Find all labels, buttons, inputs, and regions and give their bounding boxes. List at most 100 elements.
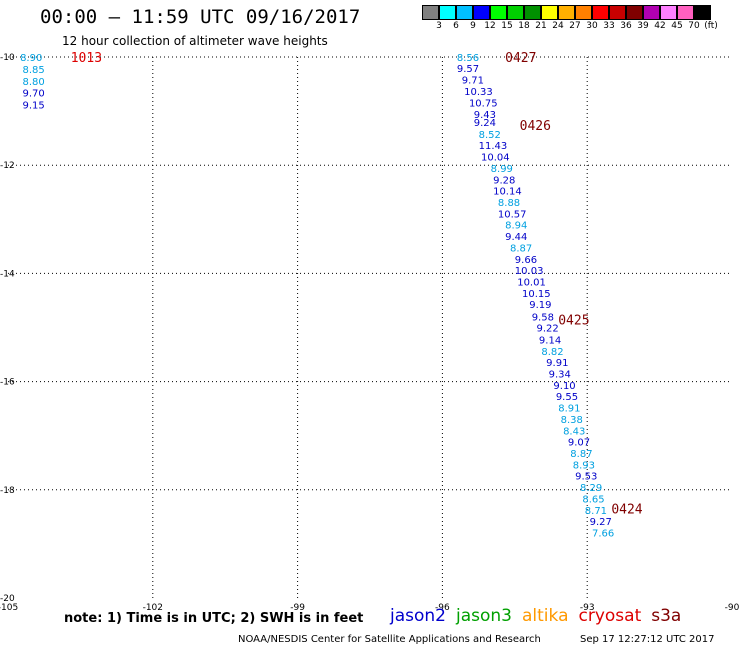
- wave-height-value: 9.19: [529, 300, 551, 311]
- color-scale-label: 15: [501, 21, 513, 31]
- wave-height-value: 9.24: [474, 118, 496, 129]
- pass-time-label: 1013: [71, 51, 102, 66]
- wave-height-value: 8.94: [505, 221, 527, 232]
- color-swatch: [422, 5, 439, 20]
- wave-height-value: 9.44: [505, 232, 527, 243]
- pass-time-label: 0424: [611, 503, 642, 518]
- wave-height-value: 9.07: [568, 438, 590, 449]
- color-scale-label: 24: [552, 21, 564, 31]
- color-swatch: [507, 5, 524, 20]
- color-scale-label: 42: [654, 21, 666, 31]
- wave-height-value: 8.80: [22, 77, 44, 88]
- color-scale-label: 12: [484, 21, 496, 31]
- legend-s3a: s3a: [651, 606, 682, 626]
- wave-height-value: 9.91: [546, 358, 568, 369]
- color-scale-label: 9: [470, 21, 476, 31]
- color-scale-label: 18: [518, 21, 530, 31]
- wave-height-value: 8.52: [479, 130, 501, 141]
- wave-height-value: 9.66: [515, 255, 537, 266]
- color-swatch: [592, 5, 609, 20]
- color-scale-label: 6: [453, 21, 459, 31]
- wave-height-value: 9.27: [590, 517, 612, 528]
- wave-height-value: 8.99: [491, 164, 513, 175]
- color-swatch: [456, 5, 473, 20]
- wave-height-value: 10.15: [522, 289, 551, 300]
- wave-height-value: 9.70: [22, 89, 44, 100]
- wave-height-value: 7.66: [592, 529, 614, 540]
- wave-height-value: 10.75: [469, 98, 498, 109]
- wave-height-value: 8.90: [20, 53, 42, 64]
- color-swatch: [575, 5, 592, 20]
- color-swatch: [473, 5, 490, 20]
- map-grid: [8, 56, 732, 598]
- color-swatch: [558, 5, 575, 20]
- wave-height-value: 8.82: [541, 347, 563, 358]
- color-swatch: [677, 5, 694, 20]
- pass-time-label: 0425: [558, 313, 589, 328]
- color-scale-label: 70: [688, 21, 700, 31]
- wave-height-value: 8.93: [573, 460, 595, 471]
- wave-height-value: 8.65: [582, 494, 604, 505]
- wave-height-value: 8.87: [570, 449, 592, 460]
- map-axes: -105 -102 -99 -96 -93 -90 -10 -12 -14 -16 -18 -20: [0, 53, 740, 613]
- color-scale-label: 30: [586, 21, 598, 31]
- lat-tick-label: -10: [0, 53, 15, 63]
- color-swatch: [439, 5, 456, 20]
- color-swatch: [660, 5, 677, 20]
- lat-tick-label: -16: [0, 378, 15, 388]
- pass-time-labels: 1013 0427 0426 0425 0424: [71, 51, 643, 518]
- color-scale-label: 3: [436, 21, 442, 31]
- wave-height-value: 9.15: [22, 101, 44, 112]
- lat-tick-label: -14: [0, 269, 15, 279]
- color-swatch: [490, 5, 507, 20]
- legend-jason2: jason2: [390, 606, 446, 626]
- legend-altika: altika: [522, 606, 569, 626]
- lon-tick-label: -96: [435, 603, 450, 613]
- satellite-legend: jason2 jason3 altika cryosat s3a: [390, 606, 681, 626]
- color-scale-swatches: [422, 5, 711, 20]
- wave-height-value: 8.43: [563, 426, 585, 437]
- wave-height-value: 10.33: [464, 87, 493, 98]
- color-swatch: [541, 5, 558, 20]
- wave-height-value: 8.38: [561, 415, 583, 426]
- wave-height-value: 9.53: [575, 472, 597, 483]
- lat-tick-label: -20: [0, 594, 15, 604]
- pass-time-label: 0426: [520, 119, 551, 134]
- lat-tick-label: -18: [0, 486, 15, 496]
- lon-tick-label: -105: [0, 603, 18, 613]
- pass-time-label: 0427: [505, 51, 536, 66]
- wave-height-value: 8.71: [585, 506, 607, 517]
- color-swatch: [626, 5, 643, 20]
- color-scale-legend: 3 6 9 12 15 18 21 24 27 30 33 36 39 42 45 70 (ft): [422, 5, 718, 32]
- wave-height-value: 9.57: [457, 64, 479, 75]
- lon-tick-label: -90: [725, 603, 740, 613]
- color-scale-label: 21: [535, 21, 547, 31]
- legend-jason3: jason3: [456, 606, 512, 626]
- wave-height-value: 8.88: [498, 198, 520, 209]
- wave-height-value: 8.87: [510, 243, 532, 254]
- footer-timestamp: Sep 17 12:27:12 UTC 2017: [580, 634, 715, 645]
- wave-height-value: 8.91: [558, 404, 580, 415]
- wave-height-value: 8.29: [580, 483, 602, 494]
- wave-height-value: 9.43: [474, 110, 496, 121]
- lon-tick-label: -99: [290, 603, 305, 613]
- wave-height-value: 9.22: [537, 324, 559, 335]
- wave-height-value: 9.58: [532, 313, 554, 324]
- wave-height-value: 10.03: [515, 266, 544, 277]
- wave-height-value: 9.10: [553, 381, 575, 392]
- color-scale-label: 27: [569, 21, 581, 31]
- wave-height-value: 8.85: [22, 65, 44, 76]
- color-scale-label: 33: [603, 21, 615, 31]
- color-swatch: [524, 5, 541, 20]
- color-swatch: [694, 5, 711, 20]
- wave-height-value: 10.04: [481, 153, 510, 164]
- color-scale-label: 39: [637, 21, 649, 31]
- lat-tick-label: -12: [0, 161, 15, 171]
- footer-credit: NOAA/NESDIS Center for Satellite Applica…: [238, 634, 541, 645]
- color-scale-label: 45: [671, 21, 683, 31]
- wave-height-value: 10.01: [517, 278, 546, 289]
- color-scale-label: (ft): [704, 21, 718, 31]
- wave-height-value: 10.57: [498, 209, 527, 220]
- page-title: 00:00 – 11:59 UTC 09/16/2017: [40, 6, 361, 28]
